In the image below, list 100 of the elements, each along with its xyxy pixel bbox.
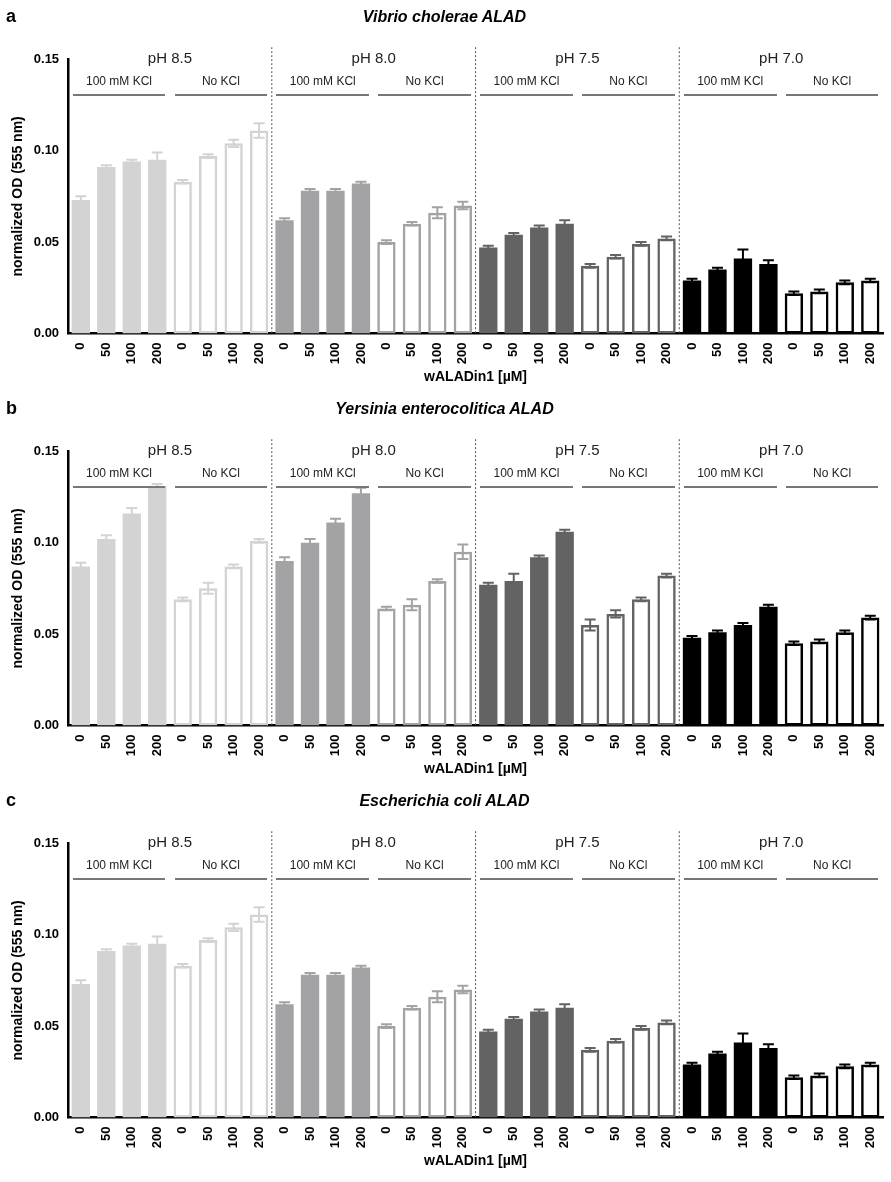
bar bbox=[479, 584, 498, 726]
annotation: pH 8.5 bbox=[147, 441, 193, 459]
x-tick-label: 50 bbox=[97, 1126, 113, 1141]
y-tick-label: 0.10 bbox=[33, 534, 60, 550]
x-tick-label: 100 bbox=[123, 342, 139, 365]
annotation: No KCl bbox=[813, 74, 852, 89]
x-tick-label: 0 bbox=[174, 342, 190, 350]
annotation: 100 mM KCl bbox=[289, 74, 356, 89]
bar bbox=[122, 945, 141, 1118]
annotation: 100 mM KCl bbox=[697, 858, 764, 873]
x-tick-label: 100 bbox=[225, 734, 241, 757]
x-tick-label: 0 bbox=[276, 1126, 292, 1134]
bar bbox=[97, 951, 116, 1118]
x-tick-label: 50 bbox=[505, 734, 521, 749]
text: b bbox=[6, 398, 17, 418]
y-tick-label: 0.05 bbox=[33, 1017, 60, 1033]
annotation: No KCl bbox=[405, 466, 444, 481]
y-tick-label: 0.00 bbox=[33, 1109, 60, 1125]
x-tick-label: 50 bbox=[403, 342, 419, 357]
x-tick-label: 100 bbox=[632, 342, 648, 365]
annotation: No KCl bbox=[813, 858, 852, 873]
x-tick-label: 50 bbox=[505, 342, 521, 357]
x-tick-label: 0 bbox=[683, 734, 699, 742]
annotation: pH 7.5 bbox=[555, 49, 600, 67]
x-tick-label: 100 bbox=[327, 734, 343, 757]
x-tick-label: 100 bbox=[836, 1126, 852, 1149]
bar bbox=[351, 183, 371, 334]
x-tick-label: 0 bbox=[785, 342, 801, 350]
x-tick-label: 200 bbox=[658, 1126, 674, 1149]
x-tick-label: 0 bbox=[683, 342, 699, 350]
y-tick-label: 0.05 bbox=[33, 625, 60, 641]
x-tick-label: 100 bbox=[530, 734, 546, 757]
y-tick-label: 0.10 bbox=[33, 142, 60, 158]
x-tick-label: 200 bbox=[454, 342, 470, 365]
x-tick-label: 0 bbox=[581, 734, 597, 742]
annotation: No KCl bbox=[405, 858, 444, 873]
bar bbox=[275, 220, 294, 334]
bar bbox=[275, 560, 294, 726]
annotation: pH 7.5 bbox=[555, 833, 600, 851]
x-tick-label: 0 bbox=[785, 1126, 801, 1134]
x-tick-label: 100 bbox=[327, 342, 343, 365]
x-tick-label: 50 bbox=[607, 342, 623, 357]
x-tick-label: 50 bbox=[301, 342, 317, 357]
x-tick-label: 50 bbox=[810, 1126, 826, 1141]
x-tick-label: 100 bbox=[530, 342, 546, 365]
x-tick-label: 50 bbox=[709, 342, 725, 357]
x-tick-label: 200 bbox=[556, 1126, 572, 1149]
x-tick-label: 50 bbox=[505, 1126, 521, 1141]
annotation: No KCl bbox=[813, 466, 852, 481]
annotation: No KCl bbox=[405, 74, 444, 89]
x-tick-label: 100 bbox=[632, 734, 648, 757]
x-tick-label: 200 bbox=[250, 1126, 266, 1149]
annotation: No KCl bbox=[201, 858, 240, 873]
x-tick-label: 50 bbox=[607, 734, 623, 749]
bar bbox=[122, 161, 141, 334]
annotation: 100 mM KCl bbox=[697, 74, 764, 89]
x-tick-label: 0 bbox=[683, 1126, 699, 1134]
x-tick-label: 100 bbox=[734, 734, 750, 757]
x-tick-label: 200 bbox=[352, 342, 368, 365]
x-tick-label: 100 bbox=[734, 1126, 750, 1149]
x-tick-label: 200 bbox=[148, 734, 164, 757]
bar bbox=[555, 531, 574, 726]
x-tick-label: 0 bbox=[72, 734, 88, 742]
x-tick-label: 50 bbox=[97, 734, 113, 749]
x-tick-label: 100 bbox=[530, 1126, 546, 1149]
x-tick-label: 0 bbox=[479, 1126, 495, 1134]
x-tick-label: 0 bbox=[378, 1126, 393, 1134]
bar bbox=[479, 1031, 498, 1118]
x-tick-label: 200 bbox=[658, 342, 674, 365]
annotation: No KCl bbox=[609, 858, 648, 873]
x-tick-label: 50 bbox=[709, 1126, 725, 1141]
bar bbox=[351, 967, 371, 1118]
bar bbox=[479, 247, 498, 334]
y-axis-title: normalized OD (555 nm) bbox=[9, 900, 26, 1061]
x-tick-label: 50 bbox=[97, 342, 113, 357]
bar bbox=[97, 538, 116, 726]
y-tick-label: 0.00 bbox=[33, 717, 60, 733]
x-tick-label: 100 bbox=[428, 342, 444, 365]
bar bbox=[504, 1018, 523, 1118]
x-tick-label: 0 bbox=[174, 734, 190, 742]
chart-title: Yersinia enterocolitica ALAD bbox=[335, 400, 555, 418]
bar bbox=[300, 542, 320, 726]
bar bbox=[504, 234, 523, 334]
bar bbox=[530, 557, 549, 726]
x-tick-label: 200 bbox=[556, 342, 572, 365]
y-axis-title: normalized OD (555 nm) bbox=[9, 116, 26, 277]
x-tick-label: 100 bbox=[225, 1126, 241, 1149]
x-tick-label: 200 bbox=[658, 734, 674, 757]
x-tick-label: 200 bbox=[352, 734, 368, 757]
y-tick-label: 0.00 bbox=[33, 325, 60, 341]
x-tick-label: 200 bbox=[556, 734, 572, 757]
x-tick-label: 100 bbox=[428, 1126, 444, 1149]
x-tick-label: 0 bbox=[72, 342, 88, 350]
x-tick-label: 50 bbox=[810, 734, 826, 749]
x-tick-label: 50 bbox=[607, 1126, 623, 1141]
x-tick-label: 200 bbox=[759, 342, 775, 365]
x-tick-label: 200 bbox=[148, 1126, 164, 1149]
x-axis-title: wALADin1 [µM] bbox=[423, 760, 528, 777]
y-tick-label: 0.15 bbox=[33, 442, 60, 458]
x-tick-label: 0 bbox=[581, 1126, 597, 1134]
